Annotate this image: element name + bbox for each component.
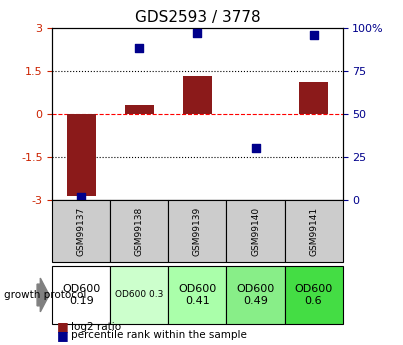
Text: OD600
0.6: OD600 0.6: [295, 284, 332, 306]
Text: GSM99141: GSM99141: [309, 207, 318, 256]
Bar: [183, 77, 212, 114]
Point: [252, 146, 259, 151]
Bar: [125, 105, 154, 114]
FancyArrow shape: [37, 278, 49, 312]
Point: [136, 46, 143, 51]
Title: GDS2593 / 3778: GDS2593 / 3778: [135, 10, 260, 25]
Bar: [299, 82, 328, 114]
Text: OD600
0.19: OD600 0.19: [62, 284, 100, 306]
Point: [310, 32, 317, 37]
Text: growth protocol: growth protocol: [4, 290, 86, 300]
Text: GSM99137: GSM99137: [77, 207, 86, 256]
Text: GSM99138: GSM99138: [135, 207, 144, 256]
Text: ■: ■: [56, 329, 68, 342]
Bar: [67, 114, 96, 196]
Point: [78, 194, 85, 199]
Text: ■: ■: [56, 320, 68, 333]
Text: percentile rank within the sample: percentile rank within the sample: [71, 331, 246, 340]
Text: GSM99139: GSM99139: [193, 207, 202, 256]
Text: OD600 0.3: OD600 0.3: [115, 290, 164, 299]
Text: OD600
0.49: OD600 0.49: [237, 284, 274, 306]
Text: log2 ratio: log2 ratio: [71, 322, 120, 332]
Text: OD600
0.41: OD600 0.41: [179, 284, 216, 306]
Text: GSM99140: GSM99140: [251, 207, 260, 256]
Point: [194, 30, 201, 36]
